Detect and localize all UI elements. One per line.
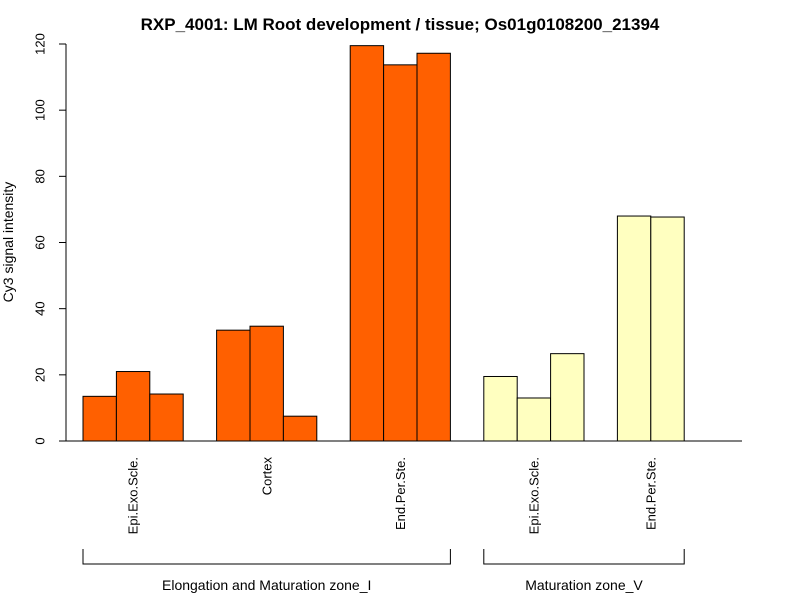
bar [216,329,251,442]
y-tick-label: 20 [33,368,48,382]
bar [416,52,451,442]
bar [483,375,518,442]
category-label: Epi.Exo.Scle. [526,457,541,534]
bar [115,371,151,442]
y-tick-label: 100 [33,99,48,121]
bar [349,45,385,442]
bar [516,397,552,442]
bar [149,393,184,442]
group-bracket [483,549,685,565]
group-bracket [82,549,451,565]
group-label: Elongation and Maturation zone_I [162,577,371,593]
bar [249,325,284,442]
bar [282,415,318,442]
y-axis-label: Cy3 signal intensity [0,182,16,303]
category-label: End.Per.Ste. [643,457,658,530]
category-label: Cortex [259,457,274,496]
y-tick-label: 0 [33,437,48,444]
chart-title: RXP_4001: LM Root development / tissue; … [141,15,660,34]
bar [82,395,117,442]
group-label: Maturation zone_V [525,577,643,593]
y-tick-label: 60 [33,235,48,249]
category-label: End.Per.Ste. [393,457,408,530]
category-label: Epi.Exo.Scle. [126,457,141,534]
bar [383,64,418,442]
plot-area: 0 20 40 60 80 100 120 Epi.Exo.Scle. Cortex End.Pe… [33,33,742,593]
bar [650,216,685,442]
y-tick-label: 80 [33,169,48,183]
y-tick-label: 40 [33,301,48,315]
y-tick-label: 120 [33,33,48,55]
bar [616,215,652,442]
bar [550,353,585,442]
